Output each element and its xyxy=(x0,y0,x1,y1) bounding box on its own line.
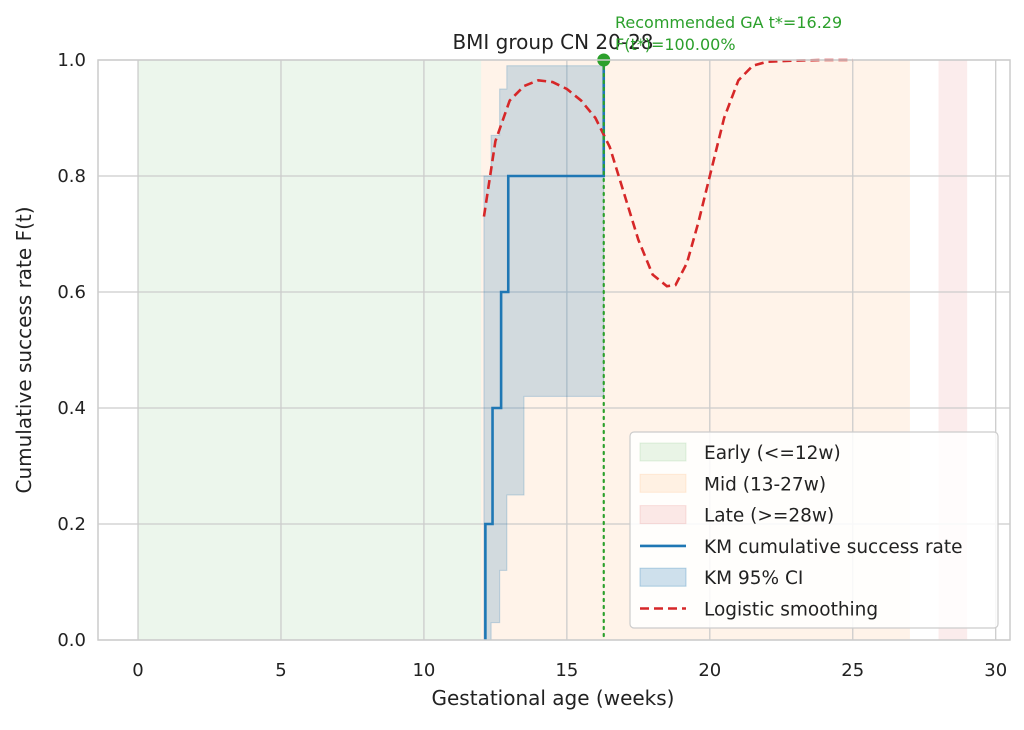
logistic-smoothing-line xyxy=(482,58,853,288)
legend-label-1: Mid (13-27w) xyxy=(704,474,826,495)
y-axis-ticks: 0.0 0.2 0.4 0.6 0.8 1.0 xyxy=(57,50,86,651)
y-tick-label: 1.0 xyxy=(57,50,86,71)
legend-box xyxy=(629,431,999,629)
x-tick-label: 30 xyxy=(984,660,1007,681)
y-tick-label: 0.4 xyxy=(57,398,86,419)
x-axis-label: Gestational age (weeks) xyxy=(432,686,675,710)
x-tick-label: 0 xyxy=(132,660,143,681)
legend-label-4: KM 95% CI xyxy=(704,568,803,589)
legend-label-3: KM cumulative success rate xyxy=(704,537,963,558)
legend-swatch-2 xyxy=(639,505,687,525)
y-tick-label: 0.0 xyxy=(57,630,86,651)
x-tick-label: 15 xyxy=(555,660,578,681)
legend-label-5: Logistic smoothing xyxy=(704,600,878,621)
legend-label-2: Late (>=28w) xyxy=(704,506,834,527)
x-axis-ticks: 0 5 10 15 20 25 30 xyxy=(132,660,1007,681)
recommended-label-line2: F(t*)=100.00% xyxy=(615,35,736,54)
km-curve xyxy=(484,60,606,640)
chart-title: BMI group CN 20-28 xyxy=(452,30,653,54)
legend-swatch-4 xyxy=(639,567,687,587)
series-lines xyxy=(482,58,853,640)
legend: Early (<=12w) Mid (13-27w) Late (>=28w) KM … xyxy=(629,431,999,629)
y-tick-label: 0.6 xyxy=(57,282,86,303)
legend-swatch-0 xyxy=(639,442,687,462)
x-tick-label: 20 xyxy=(698,660,721,681)
x-tick-label: 25 xyxy=(841,660,864,681)
y-tick-label: 0.8 xyxy=(57,166,86,187)
legend-swatch-1 xyxy=(639,473,687,493)
legend-label-0: Early (<=12w) xyxy=(704,443,841,464)
region-band-0 xyxy=(138,60,482,640)
recommended-label-line1: Recommended GA t*=16.29 xyxy=(615,13,842,32)
x-tick-label: 5 xyxy=(275,660,286,681)
x-tick-label: 10 xyxy=(412,660,435,681)
y-axis-label: Cumulative success rate F(t) xyxy=(12,206,36,493)
y-tick-label: 0.2 xyxy=(57,514,86,535)
plot-frame xyxy=(97,59,1011,641)
